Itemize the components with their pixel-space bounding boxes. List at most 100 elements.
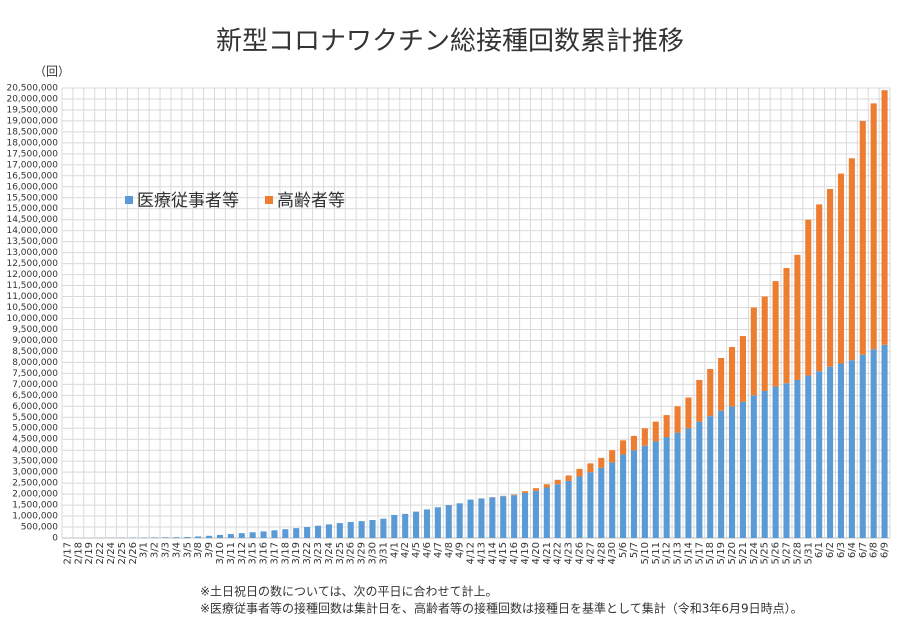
legend-label: 高齢者等 <box>277 191 345 211</box>
x-tick-label: 6/8 <box>869 542 880 558</box>
y-tick-label: 18,500,000 <box>6 127 58 137</box>
bar-segment <box>478 498 485 538</box>
y-tick-label: 17,000,000 <box>6 160 58 170</box>
bar-segment <box>358 521 365 538</box>
x-tick-label: 4/9 <box>455 542 466 558</box>
y-tick-label: 4,500,000 <box>12 435 58 445</box>
bar-segment <box>402 513 409 538</box>
bar-segment <box>554 479 561 485</box>
x-tick-label: 2/25 <box>117 542 128 564</box>
bar-segment <box>511 494 518 496</box>
x-tick-label: 3/26 <box>346 542 357 564</box>
x-tick-label: 3/29 <box>357 542 368 564</box>
x-tick-label: 3/10 <box>215 542 226 564</box>
bar-segment <box>609 450 616 463</box>
x-tick-label: 3/5 <box>182 542 193 558</box>
x-tick-label: 3/31 <box>378 542 389 564</box>
x-tick-label: 3/4 <box>171 542 182 558</box>
bar-segment <box>304 527 311 538</box>
x-tick-label: 4/14 <box>487 542 498 564</box>
x-tick-label: 3/1 <box>139 542 150 558</box>
x-tick-label: 3/23 <box>313 542 324 564</box>
y-tick-label: 16,000,000 <box>6 182 58 192</box>
y-tick-label: 1,500,000 <box>12 501 58 511</box>
bar-segment <box>641 428 648 446</box>
bar-segment <box>674 406 681 433</box>
x-tick-label: 6/3 <box>836 542 847 558</box>
bar-segment <box>598 457 605 468</box>
bar-segment <box>620 454 627 538</box>
x-tick-label: 3/2 <box>150 542 161 558</box>
bar-segment <box>151 537 158 538</box>
chart-title: 新型コロナワクチン総接種回数累計推移 <box>216 27 684 57</box>
bar-segment <box>336 523 343 538</box>
bar-segment <box>750 395 757 538</box>
x-tick-label: 5/24 <box>749 542 760 564</box>
x-tick-label: 3/16 <box>259 542 270 564</box>
x-tick-label: 5/6 <box>618 542 629 558</box>
x-tick-label: 5/31 <box>803 542 814 564</box>
bar-segment <box>674 432 681 538</box>
bar-segment <box>783 383 790 538</box>
x-tick-label: 4/28 <box>596 542 607 564</box>
y-tick-label: 5,500,000 <box>12 413 58 423</box>
bar-segment <box>489 497 496 538</box>
bar-segment <box>859 354 866 538</box>
y-tick-label: 8,500,000 <box>12 347 58 357</box>
x-tick-label: 3/12 <box>237 542 248 564</box>
bar-segment <box>707 368 714 417</box>
y-tick-label: 6,500,000 <box>12 391 58 401</box>
x-tick-label: 5/27 <box>782 542 793 564</box>
bar-segment <box>783 268 790 384</box>
bar-segment <box>445 505 452 538</box>
x-tick-label: 4/16 <box>509 542 520 564</box>
bar-segment <box>837 173 845 364</box>
bar-segment <box>260 531 267 538</box>
y-tick-label: 11,000,000 <box>6 292 58 302</box>
bar-segment <box>532 488 539 491</box>
bar-segment <box>325 524 332 538</box>
bar-segment <box>816 371 823 538</box>
bar-segment <box>739 401 746 538</box>
x-tick-label: 4/26 <box>575 542 586 564</box>
y-tick-label: 3,000,000 <box>12 468 58 478</box>
bar-segment <box>772 386 779 538</box>
bar-segment <box>195 536 202 538</box>
bar-segment <box>772 281 779 387</box>
y-tick-label: 3,500,000 <box>12 457 58 467</box>
x-tick-label: 6/7 <box>858 542 869 558</box>
x-tick-label: 6/2 <box>825 542 836 558</box>
bar-segment <box>532 490 539 538</box>
bar-segment <box>423 509 431 538</box>
bar-segment <box>827 188 834 367</box>
x-tick-label: 5/13 <box>673 542 684 564</box>
y-tick-label: 20,500,000 <box>6 84 58 94</box>
y-tick-label: 18,000,000 <box>6 138 58 148</box>
y-tick-label: 2,000,000 <box>12 490 58 500</box>
bar-segment <box>718 410 725 538</box>
bar-segment <box>663 415 670 438</box>
x-tick-label: 3/11 <box>226 542 237 564</box>
bar-segment <box>467 499 474 538</box>
x-tick-label: 4/12 <box>466 542 477 564</box>
x-tick-label: 4/15 <box>498 542 509 564</box>
y-tick-label: 13,500,000 <box>6 237 58 247</box>
bar-segment <box>271 530 278 538</box>
x-tick-label: 3/15 <box>248 542 259 564</box>
bar-segment <box>630 435 638 451</box>
y-tick-label: 17,500,000 <box>6 149 58 159</box>
y-tick-label: 14,000,000 <box>6 226 58 236</box>
bar-segment <box>173 537 180 538</box>
x-tick-label: 3/3 <box>161 542 172 558</box>
x-tick-label: 3/18 <box>280 542 291 564</box>
x-tick-label: 5/7 <box>629 542 640 558</box>
bar-segment <box>881 344 888 538</box>
x-tick-label: 5/18 <box>705 542 716 564</box>
x-tick-label: 5/11 <box>651 542 662 564</box>
bar-segment <box>521 491 529 493</box>
x-tick-label: 3/17 <box>269 542 280 564</box>
x-tick-label: 5/26 <box>771 542 782 564</box>
y-tick-label: 13,000,000 <box>6 248 58 258</box>
x-tick-label: 2/18 <box>73 542 84 564</box>
